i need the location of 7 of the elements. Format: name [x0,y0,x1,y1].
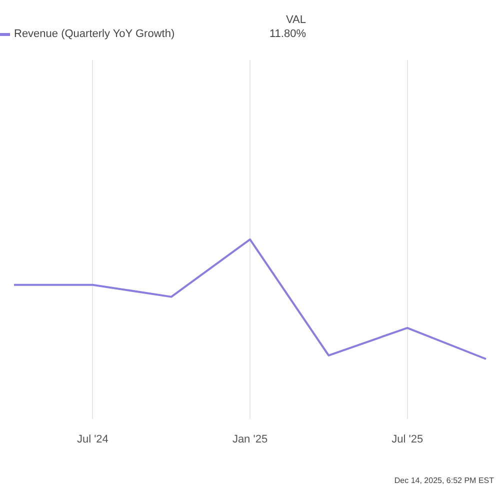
text: 11.80% [270,28,307,40]
x-tick-label: Jul '24 [76,433,108,446]
x-tick-label: Jul '25 [392,433,424,446]
text: VAL [285,14,307,26]
x-tick-label: Jan '25 [232,433,268,446]
text: Dec 14, 2025, 6:52 PM EST [394,476,494,485]
legend-label: Revenue (Quarterly YoY Growth) [14,28,176,40]
